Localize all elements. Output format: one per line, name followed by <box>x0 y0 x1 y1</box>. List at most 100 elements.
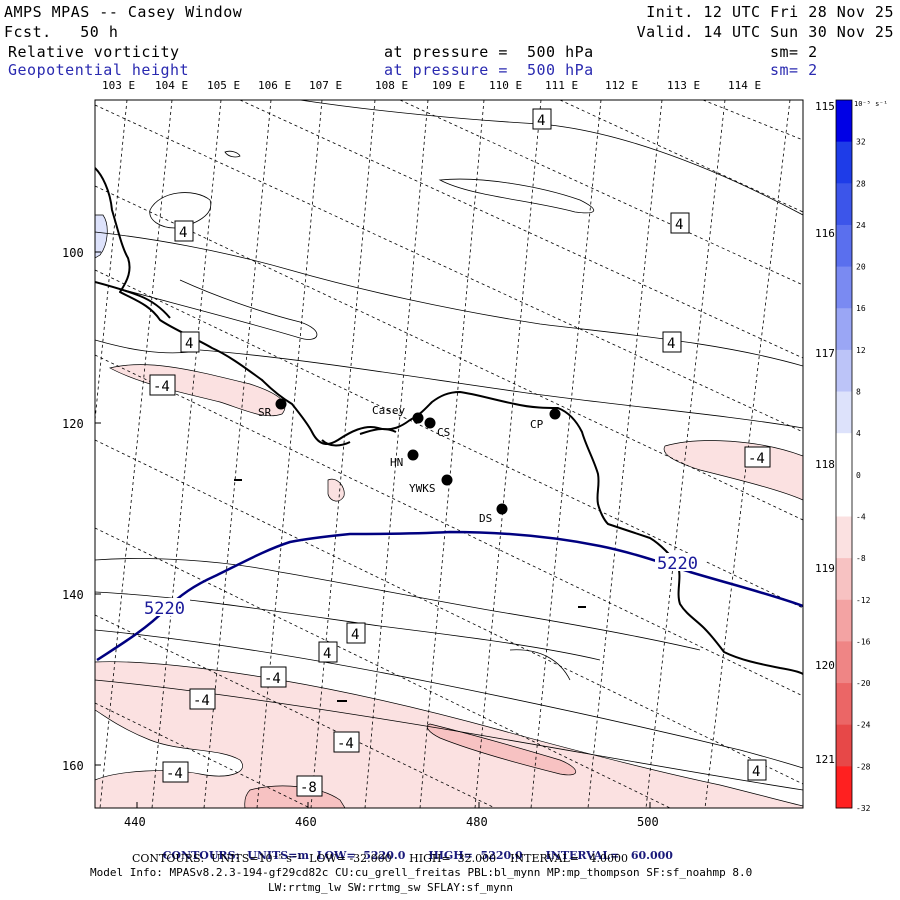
colorbar-level-label: -12 <box>856 596 871 605</box>
y-tick-label: 140 <box>62 588 84 602</box>
vorticity-shading <box>95 214 803 808</box>
station-label-cp: CP <box>530 418 544 431</box>
colorbar-level-label: 8 <box>856 388 861 397</box>
height-label-5220-west: 5220 <box>144 599 185 619</box>
colorbar-swatch <box>836 308 852 351</box>
colorbar-level-label: 28 <box>856 179 866 188</box>
station-label-hn: HN <box>390 456 403 469</box>
colorbar-swatch <box>836 683 852 726</box>
colorbar-level-label: 32 <box>856 138 866 147</box>
svg-text:4: 4 <box>351 627 359 643</box>
svg-text:4: 4 <box>752 764 760 780</box>
svg-text:-4: -4 <box>337 736 354 752</box>
vort-label: 4 <box>670 212 690 234</box>
vort-label: -4 <box>149 374 176 396</box>
colorbar-swatch <box>836 266 852 309</box>
model-info-line1: Model Info: MPASv8.2.3-194-gf29cd82c CU:… <box>90 866 753 879</box>
svg-text:-4: -4 <box>193 693 210 709</box>
colorbar-swatch <box>836 349 852 393</box>
vort-label: 4 <box>747 759 767 781</box>
svg-text:4: 4 <box>675 217 683 233</box>
colorbar-swatch <box>836 183 852 226</box>
svg-text:4: 4 <box>323 646 331 662</box>
station-label-cs: CS <box>437 426 450 439</box>
y-tick-label: 120 <box>62 417 84 431</box>
forecast-hour: Fcst. 50 h <box>4 23 119 41</box>
svg-text:-8: -8 <box>300 780 317 796</box>
lon-label: 114 E <box>728 79 762 92</box>
colorbar-level-label: 20 <box>856 263 866 272</box>
init-time: Init. 12 UTC Fri 28 Nov 25 <box>646 3 894 21</box>
colorbar-level-label: 4 <box>856 429 861 438</box>
field2-name: Geopotential height <box>8 61 190 79</box>
vort-label: -4 <box>260 666 287 688</box>
colorbar-level-label: 12 <box>856 346 866 355</box>
x-tick-label: 460 <box>295 815 317 829</box>
y-tick-label: 100 <box>62 246 84 260</box>
colorbar-level-label: 0 <box>856 471 861 480</box>
vort-label: -4 <box>189 688 216 710</box>
height-contour-low: LOW= 5220.0 <box>316 849 406 862</box>
colorbar-level-label: -24 <box>856 721 871 730</box>
lon-label: 113 E <box>667 79 701 92</box>
colorbar-swatch <box>836 474 852 517</box>
station-label-ds: DS <box>479 512 492 525</box>
station-marker-cs <box>424 417 436 429</box>
station-marker-hn <box>407 449 419 461</box>
field1-name: Relative vorticity <box>8 43 180 61</box>
colorbar: 32 28 24 20 16 12 8 4 0 -4 -8 -12 -16 -20 -24 -28 -32 10⁻… <box>835 99 888 813</box>
colorbar-swatch <box>836 100 852 143</box>
svg-text:-4: -4 <box>264 671 281 687</box>
colorbar-level-label: 16 <box>856 304 866 313</box>
svg-text:4: 4 <box>179 225 187 241</box>
svg-text:-4: -4 <box>166 766 183 782</box>
vort-label: 4 <box>180 331 200 353</box>
x-tick-label: 440 <box>124 815 146 829</box>
lon-label: 107 E <box>309 79 343 92</box>
field2-smoothing: sm= 2 <box>770 61 818 79</box>
vort-label: 4 <box>346 622 366 644</box>
height-contour-info: CONTOURS: UNITS=m LOW= 5220.0 HIGH= 5220… <box>155 839 673 861</box>
colorbar-swatch <box>836 558 852 601</box>
station-label-casey: Casey <box>372 404 405 417</box>
svg-text:4: 4 <box>185 336 193 352</box>
lon-label: 103 E <box>102 79 136 92</box>
svg-text:4: 4 <box>667 336 675 352</box>
lon-label: 111 E <box>545 79 579 92</box>
vort-label: 4 <box>662 331 682 353</box>
field1-smoothing: sm= 2 <box>770 43 818 61</box>
vort-label: 4 <box>532 108 552 130</box>
height-label-5220-east: 5220 <box>657 554 698 574</box>
vort-label: 4 <box>318 641 338 663</box>
lon-label: 105 E <box>207 79 241 92</box>
height-contour-label: CONTOURS: <box>162 849 240 862</box>
svg-text:4: 4 <box>537 113 545 129</box>
colorbar-swatch <box>836 391 852 434</box>
colorbar-level-label: -8 <box>856 554 866 563</box>
colorbar-level-label: -32 <box>856 804 871 813</box>
x-tick-label: 500 <box>637 815 659 829</box>
colorbar-swatch <box>836 724 852 767</box>
station-marker-sr <box>275 398 287 410</box>
vort-label: -4 <box>333 731 360 753</box>
axis-ticks <box>95 251 651 808</box>
field1-pressure: at pressure = 500 hPa <box>384 43 594 61</box>
height-contour-units: UNITS=m <box>247 849 310 862</box>
geopotential-5220-contour <box>96 530 803 662</box>
colorbar-level-label: -28 <box>856 762 871 771</box>
plot-title: AMPS MPAS -- Casey Window <box>4 3 243 21</box>
station-label-sr: SR <box>258 406 272 419</box>
graticule <box>95 100 803 808</box>
colorbar-swatch <box>836 141 852 184</box>
valid-time: Valid. 14 UTC Sun 30 Nov 25 <box>636 23 894 41</box>
colorbar-level-label: 24 <box>856 221 866 230</box>
lon-label: 110 E <box>489 79 523 92</box>
x-tick-label: 480 <box>466 815 488 829</box>
colorbar-swatch <box>836 433 852 476</box>
vorticity-contour-info: CONTOURS: UNITS=10⁻⁵ s⁻¹ LOW= -32.000 HI… <box>132 852 628 865</box>
model-info-line2: LW:rrtmg_lw SW:rrtmg_sw SFLAY:sf_mynn <box>268 881 514 894</box>
map-frame <box>94 99 804 809</box>
colorbar-swatch <box>836 641 852 684</box>
colorbar-level-label: -20 <box>856 679 871 688</box>
